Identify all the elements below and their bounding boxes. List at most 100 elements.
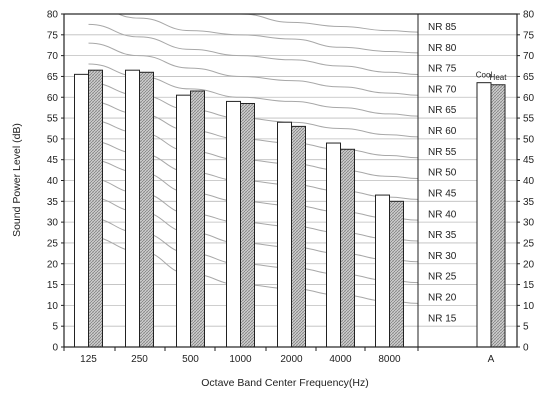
y-tick-label: 55 bbox=[47, 114, 59, 125]
x-tick-label: 125 bbox=[80, 354, 97, 365]
nr-curve bbox=[88, 42, 418, 96]
bars bbox=[74, 69, 506, 348]
nr-label-bg bbox=[426, 123, 466, 136]
nr-curve bbox=[88, 23, 418, 75]
bar-cool bbox=[74, 73, 89, 348]
nr-label: NR 80 bbox=[428, 43, 457, 54]
nr-label-bg bbox=[426, 102, 466, 115]
nr-label-bg bbox=[426, 269, 466, 282]
nr-label: NR 25 bbox=[428, 272, 457, 283]
nr-label-bg bbox=[426, 227, 466, 240]
y-tick-label: 55 bbox=[523, 114, 535, 125]
x-axis: 125 250 500 1000 2000 4000 8000 A bbox=[63, 347, 495, 365]
x-tick-label: 1000 bbox=[229, 354, 252, 365]
nr-label: NR 45 bbox=[428, 188, 457, 199]
y-tick-label: 0 bbox=[523, 343, 529, 354]
nr-curve bbox=[117, 14, 418, 54]
nr-label-bg bbox=[426, 81, 466, 94]
nr-label-bg bbox=[426, 165, 466, 178]
x-tick-label: A bbox=[488, 354, 495, 365]
bar-cool bbox=[375, 194, 390, 348]
y-tick-label: 50 bbox=[47, 134, 59, 145]
y-tick-label: 5 bbox=[52, 322, 58, 333]
x-tick-label: 250 bbox=[131, 354, 148, 365]
y-tick-label: 30 bbox=[47, 218, 59, 229]
y-tick-label: 65 bbox=[47, 72, 59, 83]
nr-label-bg bbox=[426, 290, 466, 303]
nr-curve bbox=[227, 14, 418, 33]
nr-label-bg bbox=[426, 185, 466, 198]
y-tick-label: 75 bbox=[523, 30, 535, 41]
y-tick-label: 5 bbox=[523, 322, 529, 333]
y-tick-label: 45 bbox=[523, 155, 535, 166]
nr-label: NR 20 bbox=[428, 293, 457, 304]
bar-heat bbox=[88, 69, 103, 348]
bar-cool bbox=[125, 69, 140, 348]
y-axis-title: Sound Power Level (dB) bbox=[11, 123, 23, 237]
x-tick-label: 2000 bbox=[280, 354, 303, 365]
legend-heat: Heat bbox=[490, 73, 508, 82]
y-tick-label: 10 bbox=[523, 301, 535, 312]
bar-cool bbox=[326, 142, 341, 348]
y-tick-label: 40 bbox=[47, 176, 59, 187]
nr-label: NR 55 bbox=[428, 147, 457, 158]
nr-label-bg bbox=[426, 206, 466, 219]
nr-label-bg bbox=[426, 19, 466, 32]
y-tick-label: 40 bbox=[523, 176, 535, 187]
nr-label-bg bbox=[426, 310, 466, 323]
nr-label: NR 40 bbox=[428, 209, 457, 220]
bar-heat bbox=[291, 125, 306, 348]
y-tick-label: 15 bbox=[47, 280, 59, 291]
y-tick-label: 60 bbox=[523, 93, 535, 104]
y-tick-label: 20 bbox=[523, 259, 535, 270]
x-axis-title: Octave Band Center Frequency(Hz) bbox=[201, 377, 369, 389]
y-tick-label: 70 bbox=[47, 51, 59, 62]
y-tick-label: 25 bbox=[47, 238, 59, 249]
nr-label-bg bbox=[426, 248, 466, 261]
y-tick-label: 50 bbox=[523, 134, 535, 145]
bar-heat bbox=[139, 71, 154, 348]
bar-cool bbox=[277, 121, 292, 348]
y-tick-label: 30 bbox=[523, 218, 535, 229]
nr-label: NR 60 bbox=[428, 126, 457, 137]
bar-cool bbox=[176, 94, 191, 348]
y-tick-label: 0 bbox=[52, 343, 58, 354]
y-tick-label: 70 bbox=[523, 51, 535, 62]
x-tick-label: 500 bbox=[182, 354, 199, 365]
nr-label: NR 30 bbox=[428, 251, 457, 262]
y-tick-label: 25 bbox=[523, 238, 535, 249]
y-tick-label: 80 bbox=[523, 10, 535, 21]
nr-label: NR 65 bbox=[428, 105, 457, 116]
bar-cool bbox=[226, 100, 241, 348]
nr-label: NR 35 bbox=[428, 230, 457, 241]
bar-heat bbox=[190, 90, 205, 348]
y-tick-label: 65 bbox=[523, 72, 535, 83]
y-tick-label: 10 bbox=[47, 301, 59, 312]
y-axis-left: 0 5 10 15 20 25 30 35 40 45 50 55 60 65 70 75 80 bbox=[47, 10, 64, 354]
legend-cool: Cool bbox=[476, 71, 493, 80]
y-axis-right: 0 5 10 15 20 25 30 35 40 45 50 55 60 65 70 75 80 bbox=[517, 10, 535, 354]
nr-label-bg bbox=[426, 40, 466, 53]
nr-label: NR 15 bbox=[428, 313, 457, 324]
nr-label: NR 85 bbox=[428, 22, 457, 33]
bar-heat bbox=[340, 148, 355, 348]
nr-label: NR 75 bbox=[428, 64, 457, 75]
nr-labels: NR 85 NR 80 NR 75 NR 70 NR 65 NR 60 NR 55 NR 50… bbox=[426, 19, 466, 324]
bar-overall-cool bbox=[476, 82, 492, 348]
nr-label: NR 50 bbox=[428, 168, 457, 179]
bar-heat bbox=[240, 102, 255, 348]
y-tick-label: 60 bbox=[47, 93, 59, 104]
nr-curve bbox=[89, 0, 419, 11]
y-tick-label: 75 bbox=[47, 30, 59, 41]
x-tick-label: 8000 bbox=[378, 354, 401, 365]
y-tick-label: 45 bbox=[47, 155, 59, 166]
y-tick-label: 15 bbox=[523, 280, 535, 291]
nr-label-bg bbox=[426, 144, 466, 157]
nr-label: NR 70 bbox=[428, 84, 457, 95]
x-tick-label: 4000 bbox=[329, 354, 352, 365]
nr-label-bg bbox=[426, 61, 466, 74]
y-tick-label: 80 bbox=[47, 10, 59, 21]
bar-heat bbox=[389, 200, 404, 348]
